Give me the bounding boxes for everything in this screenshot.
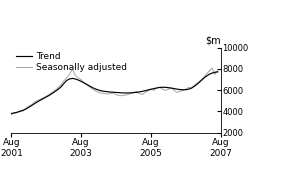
Seasonally adjusted: [210, 67, 214, 69]
Seasonally adjusted: [59, 84, 63, 86]
Trend: [216, 71, 220, 73]
Text: $m: $m: [205, 36, 221, 46]
Seasonally adjusted: [80, 79, 83, 81]
Trend: [149, 88, 153, 90]
Trend: [39, 99, 42, 101]
Seasonally adjusted: [149, 88, 153, 90]
Trend: [10, 113, 13, 115]
Trend: [126, 92, 129, 94]
Trend: [80, 80, 83, 82]
Trend: [59, 86, 63, 88]
Seasonally adjusted: [216, 69, 220, 71]
Line: Seasonally adjusted: Seasonally adjusted: [11, 68, 218, 115]
Seasonally adjusted: [126, 94, 129, 96]
Trend: [140, 90, 144, 92]
Legend: Trend, Seasonally adjusted: Trend, Seasonally adjusted: [16, 52, 127, 72]
Seasonally adjusted: [10, 114, 13, 116]
Line: Trend: Trend: [11, 72, 218, 114]
Seasonally adjusted: [140, 94, 144, 96]
Seasonally adjusted: [39, 98, 42, 100]
